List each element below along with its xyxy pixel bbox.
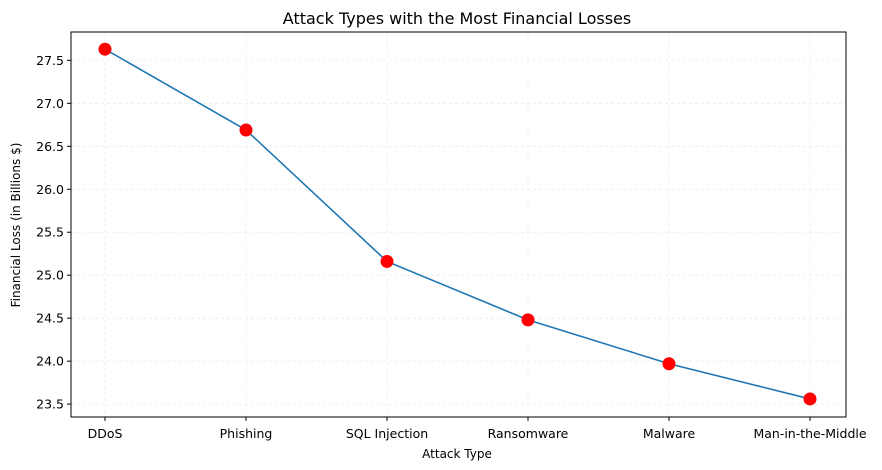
x-tick-label: Malware bbox=[643, 426, 696, 441]
chart-title: Attack Types with the Most Financial Los… bbox=[283, 9, 631, 28]
y-tick-label: 24.0 bbox=[36, 354, 64, 369]
data-point bbox=[98, 42, 112, 56]
y-tick-label: 23.5 bbox=[36, 397, 64, 412]
y-tick-label: 27.0 bbox=[36, 96, 64, 111]
x-tick-label: Ransomware bbox=[488, 426, 569, 441]
series-line bbox=[104, 48, 811, 400]
grid-layer bbox=[71, 32, 846, 417]
y-tick-label: 25.0 bbox=[36, 268, 64, 283]
x-tick-label: Man-in-the-Middle bbox=[753, 426, 866, 441]
y-tick-label: 26.0 bbox=[36, 182, 64, 197]
x-tick-label: SQL Injection bbox=[346, 426, 428, 441]
x-tick-label: Phishing bbox=[220, 426, 273, 441]
y-tick-label: 24.5 bbox=[36, 311, 64, 326]
x-axis-label: Attack Type bbox=[422, 447, 492, 461]
y-tick-label: 27.5 bbox=[36, 53, 64, 68]
x-axis: DDoS Phishing SQL Injection Ransomware Malwa… bbox=[88, 417, 867, 441]
x-tick-label: DDoS bbox=[88, 426, 123, 441]
data-point bbox=[662, 357, 676, 371]
y-tick-label: 25.5 bbox=[36, 225, 64, 240]
y-tick-label: 26.5 bbox=[36, 139, 64, 154]
plot-frame bbox=[70, 31, 847, 418]
data-point bbox=[803, 392, 817, 406]
series-layer bbox=[98, 42, 817, 406]
y-axis: 23.5 24.0 24.5 25.0 25.5 26.0 26.5 27.0 27.5 bbox=[36, 53, 71, 412]
y-axis-label: Financial Loss (in Billions $) bbox=[9, 143, 23, 308]
data-point bbox=[239, 123, 253, 137]
data-point bbox=[380, 254, 394, 268]
data-point bbox=[521, 313, 535, 327]
